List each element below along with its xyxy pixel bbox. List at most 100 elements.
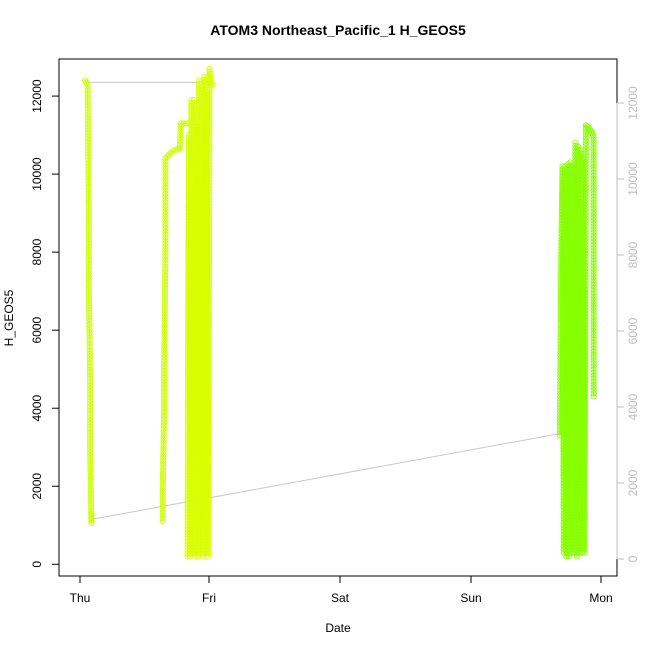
data-point (85, 256, 92, 263)
data-point (205, 332, 212, 339)
data-point (87, 391, 94, 398)
data-point (85, 238, 92, 246)
data-point (206, 107, 213, 114)
data-point (86, 353, 93, 360)
data-point (206, 89, 213, 96)
data-point (206, 161, 213, 168)
data-point (205, 541, 212, 548)
data-point (205, 355, 212, 363)
data-point (162, 173, 169, 180)
data-point (162, 155, 169, 162)
data-point (206, 221, 213, 228)
data-point (205, 460, 212, 467)
data-point (206, 239, 213, 246)
data-point (206, 122, 213, 129)
data-point (205, 340, 212, 348)
data-point (85, 174, 92, 181)
series-segment-3 (556, 122, 597, 560)
data-point (84, 96, 91, 103)
data-point (85, 156, 92, 163)
data-point (85, 192, 92, 199)
data-point (162, 181, 169, 188)
data-point (159, 483, 166, 490)
data-point (162, 213, 169, 221)
data-point (160, 413, 168, 420)
data-point (160, 445, 167, 452)
data-point (159, 500, 166, 507)
data-point (85, 215, 92, 222)
data-point (85, 207, 92, 214)
data-point (206, 152, 213, 159)
data-point (84, 93, 91, 100)
data-point (85, 276, 92, 283)
data-point (205, 287, 212, 294)
data-point (161, 287, 169, 294)
data-point (87, 438, 94, 445)
data-point (162, 202, 169, 209)
data-point (206, 206, 213, 213)
data-point (162, 193, 169, 200)
data-point (205, 430, 212, 437)
data-point (159, 506, 166, 513)
data-point (206, 146, 213, 153)
data-point (177, 134, 184, 141)
data-point (205, 311, 212, 318)
data-point (85, 233, 92, 240)
data-point (85, 189, 92, 196)
data-point (85, 241, 92, 248)
data-point (161, 304, 168, 311)
data-point (85, 141, 92, 148)
data-point (205, 329, 212, 336)
data-point (205, 400, 212, 407)
data-point (206, 197, 213, 204)
data-point (162, 237, 169, 244)
series-segment-1 (159, 120, 191, 525)
data-point (162, 161, 169, 168)
data-point (161, 360, 168, 367)
data-point (161, 325, 168, 332)
data-point (205, 394, 212, 401)
data-point (205, 517, 212, 524)
data-point (206, 104, 213, 111)
data-point (161, 284, 169, 291)
data-point (160, 410, 168, 418)
data-point (205, 260, 213, 267)
data-point (85, 253, 92, 260)
data-point (162, 257, 169, 264)
data-point (206, 164, 213, 171)
data-point (160, 442, 167, 449)
data-point (162, 246, 169, 253)
data-point (85, 201, 92, 208)
data-point (85, 224, 92, 231)
data-point (160, 448, 167, 455)
data-point (86, 344, 93, 351)
data-point (206, 236, 213, 243)
data-point (205, 373, 212, 381)
data-point (87, 417, 94, 424)
data-point (87, 426, 94, 433)
data-point (162, 263, 169, 270)
data-point (159, 486, 166, 493)
data-point (206, 155, 213, 162)
data-point (162, 205, 169, 212)
data-point (85, 221, 92, 228)
data-point (159, 489, 166, 496)
data-point (160, 465, 167, 472)
data-point (161, 290, 169, 297)
data-point (205, 409, 212, 416)
data-point (206, 77, 213, 84)
data-point (177, 131, 184, 138)
x-axis-label: Date (325, 621, 351, 635)
data-point (162, 234, 169, 241)
data-point (161, 328, 168, 335)
data-point (85, 144, 92, 151)
data-point (162, 190, 169, 197)
data-point (205, 508, 212, 515)
data-point (206, 194, 213, 201)
data-point (205, 308, 212, 315)
data-point (205, 388, 212, 395)
data-point (164, 153, 171, 160)
data-point (159, 471, 167, 478)
data-point (206, 137, 213, 144)
data-point (84, 84, 91, 91)
